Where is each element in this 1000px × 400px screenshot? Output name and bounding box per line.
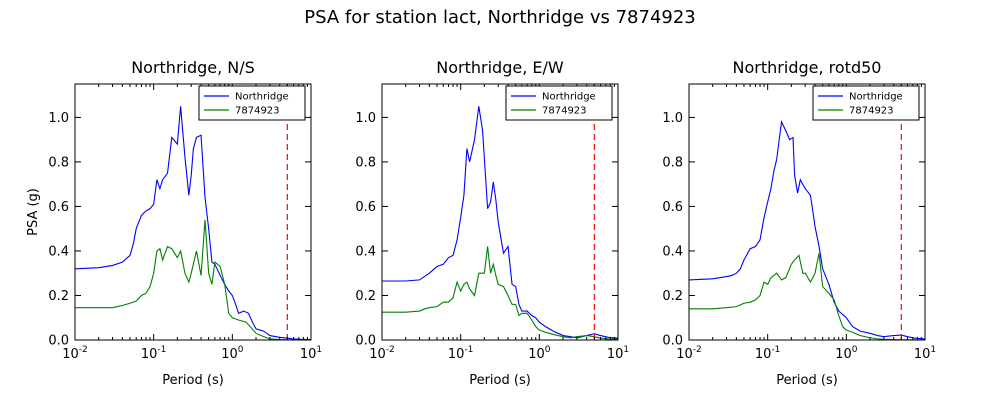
x-tick-base: 10 xyxy=(835,347,852,362)
x-tick-label: 10-1 xyxy=(755,345,781,362)
y-tick-label: 0.4 xyxy=(355,244,376,259)
y-tick-label: 0.2 xyxy=(355,289,376,304)
series-group xyxy=(75,106,311,340)
y-tick-label: 1.0 xyxy=(662,111,683,126)
subplot-1: Northridge, N/S10-2 10-1 100 1010.00.20.40.… xyxy=(26,58,322,388)
series-line-northridge xyxy=(689,119,925,340)
x-tick-exponent: -1 xyxy=(464,345,473,355)
y-tick-label: 0.0 xyxy=(48,334,69,349)
x-tick-base: 10 xyxy=(448,347,465,362)
subplot-2: Northridge, E/W10-2 10-1 100 1010.00.20.40.… xyxy=(355,58,629,388)
x-tick-base: 10 xyxy=(62,347,79,362)
y-tick-label: 1.0 xyxy=(355,111,376,126)
x-tick-base: 10 xyxy=(141,347,158,362)
x-tick-exponent: 1 xyxy=(316,345,322,355)
subplot-title: Northridge, rotd50 xyxy=(733,58,882,77)
axes-frame xyxy=(74,83,312,341)
x-tick-label: 100 xyxy=(221,345,244,362)
series-line-northridge xyxy=(75,106,311,340)
x-tick-base: 10 xyxy=(755,347,772,362)
y-tick-label: 0.4 xyxy=(662,244,683,259)
x-tick-exponent: -1 xyxy=(771,345,780,355)
series-line-7874923 xyxy=(75,219,311,340)
x-tick-exponent: 0 xyxy=(545,345,551,355)
x-tick-exponent: 0 xyxy=(852,345,858,355)
axes-frame xyxy=(688,83,926,341)
legend: Northridge 7874923 xyxy=(198,85,306,121)
series-line-7874923 xyxy=(689,253,925,340)
legend-label: Northridge xyxy=(542,92,596,103)
x-tick-base: 10 xyxy=(607,347,624,362)
y-tick-label: 0.4 xyxy=(48,244,69,259)
x-tick-base: 10 xyxy=(676,347,693,362)
legend-box xyxy=(505,85,613,121)
y-tick-label: 0.8 xyxy=(355,155,376,170)
legend-label: 7874923 xyxy=(849,106,894,117)
legend-label: Northridge xyxy=(849,92,903,103)
series-line-northridge xyxy=(382,106,618,339)
x-tick-label: 10-2 xyxy=(62,345,88,362)
figure-suptitle: PSA for station lact, Northridge vs 7874… xyxy=(304,7,696,28)
x-tick-exponent: -2 xyxy=(693,345,702,355)
x-tick-exponent: -2 xyxy=(79,345,88,355)
legend: Northridge 7874923 xyxy=(505,85,613,121)
legend: Northridge 7874923 xyxy=(812,85,920,121)
series-group xyxy=(689,119,925,340)
y-tick-label: 0.2 xyxy=(48,289,69,304)
x-axis-label: Period (s) xyxy=(162,373,224,388)
x-tick-base: 10 xyxy=(221,347,238,362)
y-tick-label: 0.6 xyxy=(355,200,376,215)
y-tick-label: 0.6 xyxy=(662,200,683,215)
legend-label: 7874923 xyxy=(235,106,280,117)
subplot-panels: Northridge, N/S10-2 10-1 100 1010.00.20.40.… xyxy=(26,58,936,388)
y-tick-label: 1.0 xyxy=(48,111,69,126)
x-tick-base: 10 xyxy=(914,347,931,362)
x-tick-label: 101 xyxy=(607,345,629,362)
legend-box xyxy=(812,85,920,121)
y-tick-label: 0.0 xyxy=(355,334,376,349)
x-tick-label: 101 xyxy=(300,345,322,362)
legend-box xyxy=(198,85,306,121)
x-tick-base: 10 xyxy=(300,347,317,362)
y-axis-label: PSA (g) xyxy=(26,188,41,236)
x-tick-label: 10-2 xyxy=(369,345,395,362)
series-line-7874923 xyxy=(382,246,618,340)
y-tick-label: 0.0 xyxy=(662,334,683,349)
axes-frame xyxy=(381,83,619,341)
x-tick-label: 10-1 xyxy=(448,345,474,362)
x-tick-exponent: 1 xyxy=(623,345,629,355)
series-group xyxy=(382,106,618,340)
subplot-title: Northridge, E/W xyxy=(436,58,564,77)
y-tick-label: 0.8 xyxy=(48,155,69,170)
y-tick-label: 0.8 xyxy=(662,155,683,170)
legend-label: 7874923 xyxy=(542,106,587,117)
x-tick-exponent: 1 xyxy=(930,345,936,355)
x-tick-exponent: -2 xyxy=(386,345,395,355)
legend-label: Northridge xyxy=(235,92,289,103)
x-tick-label: 101 xyxy=(914,345,936,362)
x-tick-label: 10-1 xyxy=(141,345,167,362)
x-tick-base: 10 xyxy=(528,347,545,362)
x-axis-label: Period (s) xyxy=(469,373,531,388)
subplot-title: Northridge, N/S xyxy=(131,58,255,77)
y-tick-label: 0.2 xyxy=(662,289,683,304)
x-axis-label: Period (s) xyxy=(776,373,838,388)
x-tick-exponent: -1 xyxy=(157,345,166,355)
x-tick-exponent: 0 xyxy=(238,345,244,355)
x-tick-base: 10 xyxy=(369,347,386,362)
x-tick-label: 100 xyxy=(835,345,858,362)
y-tick-label: 0.6 xyxy=(48,200,69,215)
x-tick-label: 10-2 xyxy=(676,345,702,362)
x-tick-label: 100 xyxy=(528,345,551,362)
